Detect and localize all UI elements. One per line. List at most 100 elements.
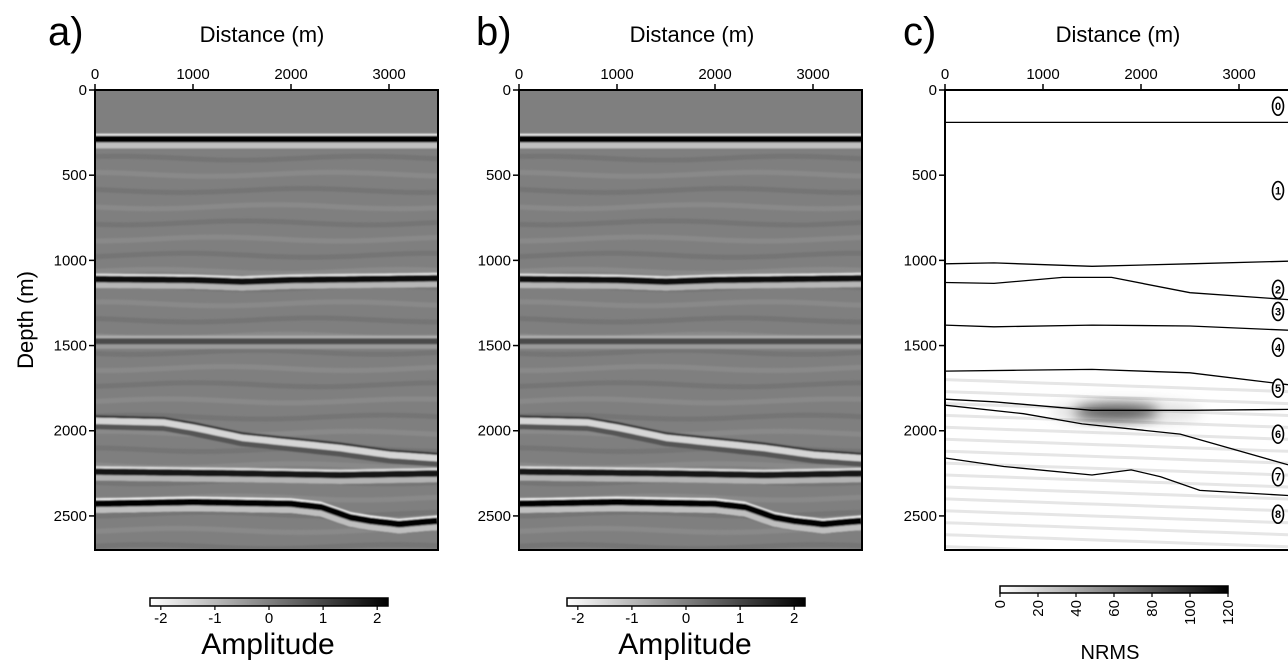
y-tick-label: 2500 [478,508,511,525]
reflector-band [95,274,438,291]
colorbar-ticks-c: 0 20 40 60 80 100 120 [992,593,1237,625]
y-tick-label: 1000 [54,252,87,269]
colorbar-title-a: Amplitude [201,628,334,661]
reflector-band [95,498,438,534]
background-layering [519,412,862,422]
panel-label-b: b) [476,10,512,54]
colorbar-tick-label: 2 [790,610,798,627]
plot-frame-b [518,89,863,551]
nrms-texture [945,473,1288,489]
background-layering [519,428,862,438]
x-tick-label: 0 [515,66,523,83]
background-layering [95,412,438,422]
seismic-image-b [519,133,862,550]
nrms-map [945,378,1288,550]
layer-label: 6 [1275,429,1281,441]
x-tick-label: 3000 [796,66,829,83]
reflector-band [519,505,862,534]
colorbar-gradient-b [566,597,806,607]
plot-frame-c [944,89,1288,551]
background-layering [519,396,862,406]
layer-label-marker [1271,378,1285,398]
reflector-band [519,281,862,291]
background-layering [95,364,438,374]
nrms-texture [945,449,1288,465]
colorbar-tick-label: 20 [1030,600,1047,617]
layer-boundary [945,404,1288,466]
x-tick-label: 0 [941,66,949,83]
layer-boundary [945,260,1288,267]
layer-boundary [945,368,1288,386]
reflector-band [95,505,438,534]
background-layering [95,169,438,179]
nrms-texture [945,509,1288,525]
x-tick-label: 3000 [1222,66,1255,83]
y-tick-label: 500 [486,167,511,184]
y-ticks-b: 0 500 1000 1500 2000 2500 [478,82,519,525]
background-layering [95,202,438,212]
nrms-texture [945,533,1288,549]
background-layering [95,380,438,390]
nrms-texture [945,545,1086,550]
y-tick-label: 1500 [54,338,87,355]
x-ticks-a: 0 1000 2000 3000 [91,66,406,90]
colorbar-tick-label: 2 [373,610,381,627]
colorbar-tick-label: 60 [1106,600,1123,617]
reflector-band [519,424,862,467]
layer-label-marker [1271,466,1285,487]
colorbar-c: 0 20 40 60 80 100 120 NRMS [992,585,1237,663]
y-tick-label: 1500 [904,338,937,355]
background-layering [95,234,438,244]
layer-boundaries [945,121,1288,497]
background-layering [519,299,862,309]
background-layering [95,153,438,163]
background-layering [95,509,438,519]
colorbar-tick-label: 40 [1068,600,1085,617]
background-layering [519,364,862,374]
nrms-anomaly-halo [1050,399,1203,425]
colorbar-tick-label: -1 [208,610,221,627]
x-ticks-c: 0 1000 2000 3000 [941,66,1256,90]
x-tick-label: 2000 [274,66,307,83]
background-layering [519,380,862,390]
nrms-texture [945,461,1288,477]
reflector-band [519,274,862,291]
x-tick-label: 1000 [1026,66,1059,83]
y-tick-label: 2000 [478,423,511,440]
nrms-texture [945,485,1288,501]
colorbar-tick-label: 100 [1182,600,1199,625]
reflector-band [519,498,862,534]
layer-boundary [945,324,1288,331]
y-tick-label: 1000 [904,252,937,269]
background-layering [519,509,862,519]
y-tick-label: 2000 [54,423,87,440]
background-layering [519,218,862,228]
layer-label: 2 [1275,284,1281,296]
nrms-texture [945,497,1288,513]
background-layering [95,266,438,276]
colorbar-tick-label: 0 [265,610,273,627]
panel-a: a) Distance (m) Depth (m) 0 1000 2000 3000 … [13,10,439,661]
x-axis-title-c: Distance (m) [1056,22,1181,47]
colorbar-a: -2 -1 0 1 2 Amplitude [149,597,389,661]
colorbar-gradient-a [149,597,389,607]
layer-boundary [945,276,1288,301]
panel-label-c: c) [903,10,936,54]
colorbar-title-b: Amplitude [618,628,751,661]
layer-boundary [945,457,1288,497]
background-layering [519,153,862,163]
x-ticks-b: 0 1000 2000 3000 [515,66,830,90]
colorbar-gradient-c [999,585,1229,594]
colorbar-ticks-b: -2 -1 0 1 2 [571,606,798,627]
y-ticks-a: 0 500 1000 1500 2000 2500 [54,82,95,525]
colorbar-tick-label: 1 [319,610,327,627]
panel-label-a: a) [48,10,84,54]
colorbar-tick-label: 120 [1220,600,1237,625]
y-tick-label: 2500 [54,508,87,525]
colorbar-title-c: NRMS [1081,642,1140,663]
y-tick-label: 2000 [904,423,937,440]
colorbar-tick-label: 1 [736,610,744,627]
reflector-band [519,417,862,467]
reflector-band [519,468,862,484]
